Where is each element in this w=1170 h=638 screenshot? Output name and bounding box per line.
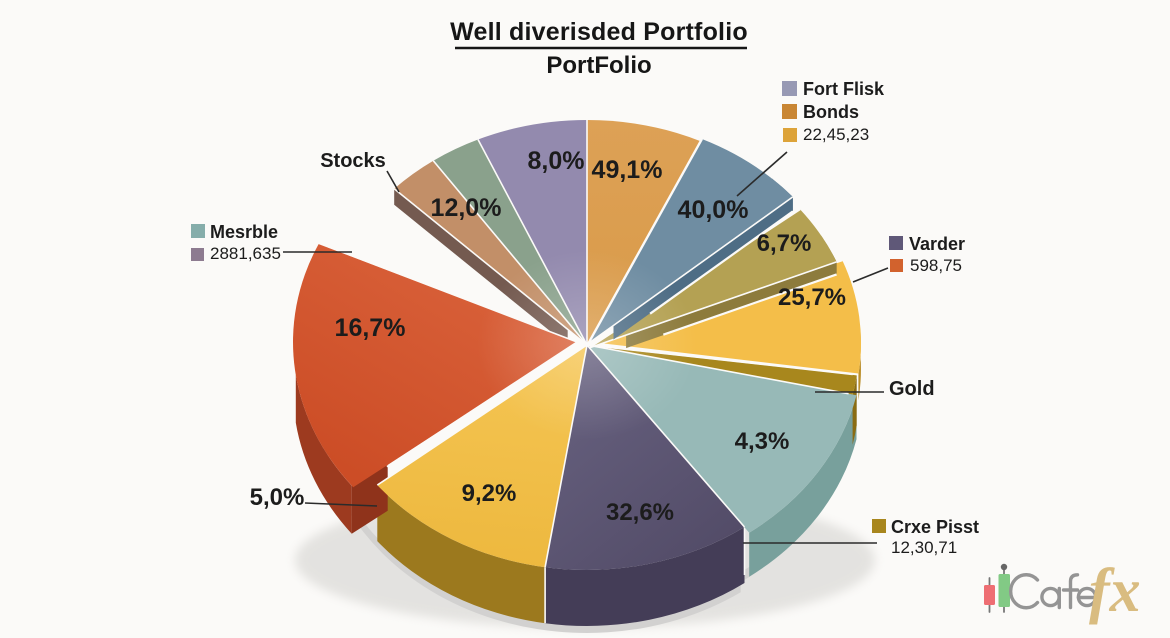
svg-text:49,1%: 49,1% — [592, 156, 663, 184]
svg-text:12,30,71: 12,30,71 — [891, 538, 957, 557]
svg-text:4,3%: 4,3% — [735, 428, 790, 455]
svg-text:Fort Flisk: Fort Flisk — [803, 79, 885, 99]
svg-text:Well diverisded Portfolio: Well diverisded Portfolio — [450, 18, 748, 46]
svg-text:Stocks: Stocks — [320, 150, 386, 172]
svg-text:12,0%: 12,0% — [431, 194, 502, 222]
svg-text:40,0%: 40,0% — [678, 196, 749, 224]
svg-text:PortFolio: PortFolio — [546, 52, 651, 79]
svg-text:6,7%: 6,7% — [757, 230, 812, 257]
svg-text:Mesrble: Mesrble — [210, 222, 278, 242]
svg-text:Varder: Varder — [909, 234, 965, 254]
svg-text:5,0%: 5,0% — [250, 484, 305, 511]
svg-text:Gold: Gold — [889, 378, 935, 400]
svg-text:22,45,23: 22,45,23 — [803, 125, 869, 144]
svg-text:fx: fx — [1089, 557, 1141, 625]
svg-text:9,2%: 9,2% — [462, 480, 517, 507]
svg-text:16,7%: 16,7% — [335, 314, 406, 342]
svg-text:598,75: 598,75 — [910, 256, 962, 275]
svg-text:2881,635: 2881,635 — [210, 244, 281, 263]
svg-text:32,6%: 32,6% — [606, 499, 674, 526]
svg-text:Bonds: Bonds — [803, 102, 859, 122]
svg-text:Crxe Pisst: Crxe Pisst — [891, 517, 979, 537]
svg-text:8,0%: 8,0% — [528, 147, 585, 175]
svg-text:25,7%: 25,7% — [778, 284, 846, 311]
